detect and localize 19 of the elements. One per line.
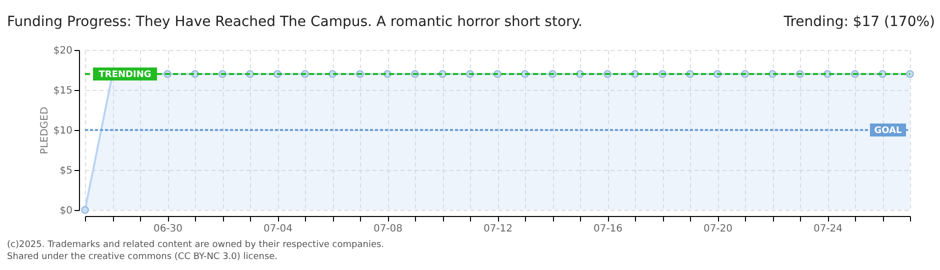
y-axis-title: PLEDGED	[39, 106, 50, 154]
x-tick-label: 07-12	[483, 224, 513, 234]
y-tick-label: $20	[53, 46, 72, 56]
x-tick-label: 07-08	[373, 224, 403, 234]
x-tick-label: 07-20	[703, 224, 733, 234]
text: Trending: $17 (170%)	[782, 14, 935, 30]
text: (c)2025. Trademarks and related content are owned by their respective companies.	[7, 240, 384, 250]
y-tick-label: $10	[53, 126, 72, 136]
y-tick-label: $0	[60, 206, 72, 216]
x-tick-label: 06-30	[153, 224, 183, 234]
ref-line-label: TRENDING	[98, 70, 152, 80]
x-tick-label: 07-16	[593, 224, 623, 234]
x-tick-label: 07-24	[813, 224, 843, 234]
x-tick-label: 07-04	[263, 224, 293, 234]
ref-line-label: GOAL	[874, 126, 902, 136]
y-tick-label: $5	[60, 166, 72, 176]
text: Shared under the creative commons (CC BY-NC 3.0) license.	[7, 252, 278, 262]
chart-title: Funding Progress: They Have Reached The Campus. A romantic horror short story.	[7, 14, 583, 30]
y-tick-label: $15	[53, 86, 72, 96]
